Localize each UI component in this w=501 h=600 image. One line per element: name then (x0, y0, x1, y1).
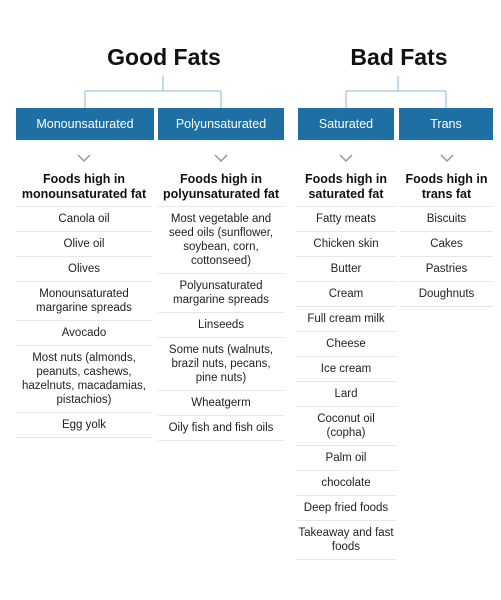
list-item: Olives (16, 256, 152, 281)
header-saturated: Saturated (298, 108, 394, 140)
list-item: Takeaway and fast foods (296, 520, 396, 559)
list-item: Ice cream (296, 356, 396, 381)
list-item: Pastries (400, 256, 493, 281)
list-item: Wheatgerm (158, 390, 284, 415)
list-item: Egg yolk (16, 412, 152, 437)
list-item: Oily fish and fish oils (158, 415, 284, 440)
bad-fats-title: Bad Fats (350, 44, 448, 70)
chevron-down-icon (158, 150, 284, 166)
list-item: Linseeds (158, 312, 284, 337)
list-item: Lard (296, 381, 396, 406)
list-item: Deep fried foods (296, 495, 396, 520)
column-title: Foods high in monounsaturated fat (21, 172, 147, 201)
list-item: Avocado (16, 320, 152, 345)
list-item: Monounsaturated margarine spreads (16, 281, 152, 320)
list-item: Cheese (296, 331, 396, 356)
column-title: Foods high in trans fat (405, 172, 488, 201)
header-monounsaturated: Monounsaturated (16, 108, 154, 140)
food-list: Canola oil Olive oil Olives Monounsatura… (16, 206, 152, 438)
column-monounsaturated: Foods high in monounsaturated fat Canola… (16, 150, 152, 438)
chevron-down-icon (16, 150, 152, 166)
list-item: Most vegetable and seed oils (sunflower,… (158, 206, 284, 273)
list-item: Cakes (400, 231, 493, 256)
column-trans: Foods high in trans fat Biscuits Cakes P… (400, 150, 493, 307)
list-item: Chicken skin (296, 231, 396, 256)
chevron-down-icon (400, 150, 493, 166)
header-trans: Trans (399, 108, 493, 140)
list-item: Doughnuts (400, 281, 493, 306)
list-item: Fatty meats (296, 206, 396, 231)
list-item: chocolate (296, 470, 396, 495)
list-item: Most nuts (almonds, peanuts, cashews, ha… (16, 345, 152, 412)
good-fats-title: Good Fats (107, 44, 221, 70)
list-item: Butter (296, 256, 396, 281)
list-item: Some nuts (walnuts, brazil nuts, pecans,… (158, 337, 284, 390)
column-title: Foods high in polyunsaturated fat (163, 172, 279, 201)
list-item: Cream (296, 281, 396, 306)
column-polyunsaturated: Foods high in polyunsaturated fat Most v… (158, 150, 284, 441)
food-list: Biscuits Cakes Pastries Doughnuts (400, 206, 493, 307)
tree-connectors (84, 76, 447, 108)
food-list: Most vegetable and seed oils (sunflower,… (158, 206, 284, 441)
chevron-down-icon (296, 150, 396, 166)
header-polyunsaturated: Polyunsaturated (158, 108, 284, 140)
list-item: Coconut oil (copha) (296, 406, 396, 445)
food-list: Fatty meats Chicken skin Butter Cream Fu… (296, 206, 396, 560)
list-item: Canola oil (16, 206, 152, 231)
column-title: Foods high in saturated fat (305, 172, 387, 201)
list-item: Polyunsaturated margarine spreads (158, 273, 284, 312)
column-saturated: Foods high in saturated fat Fatty meats … (296, 150, 396, 560)
list-item: Palm oil (296, 445, 396, 470)
list-item: Olive oil (16, 231, 152, 256)
list-item: Full cream milk (296, 306, 396, 331)
list-item: Biscuits (400, 206, 493, 231)
